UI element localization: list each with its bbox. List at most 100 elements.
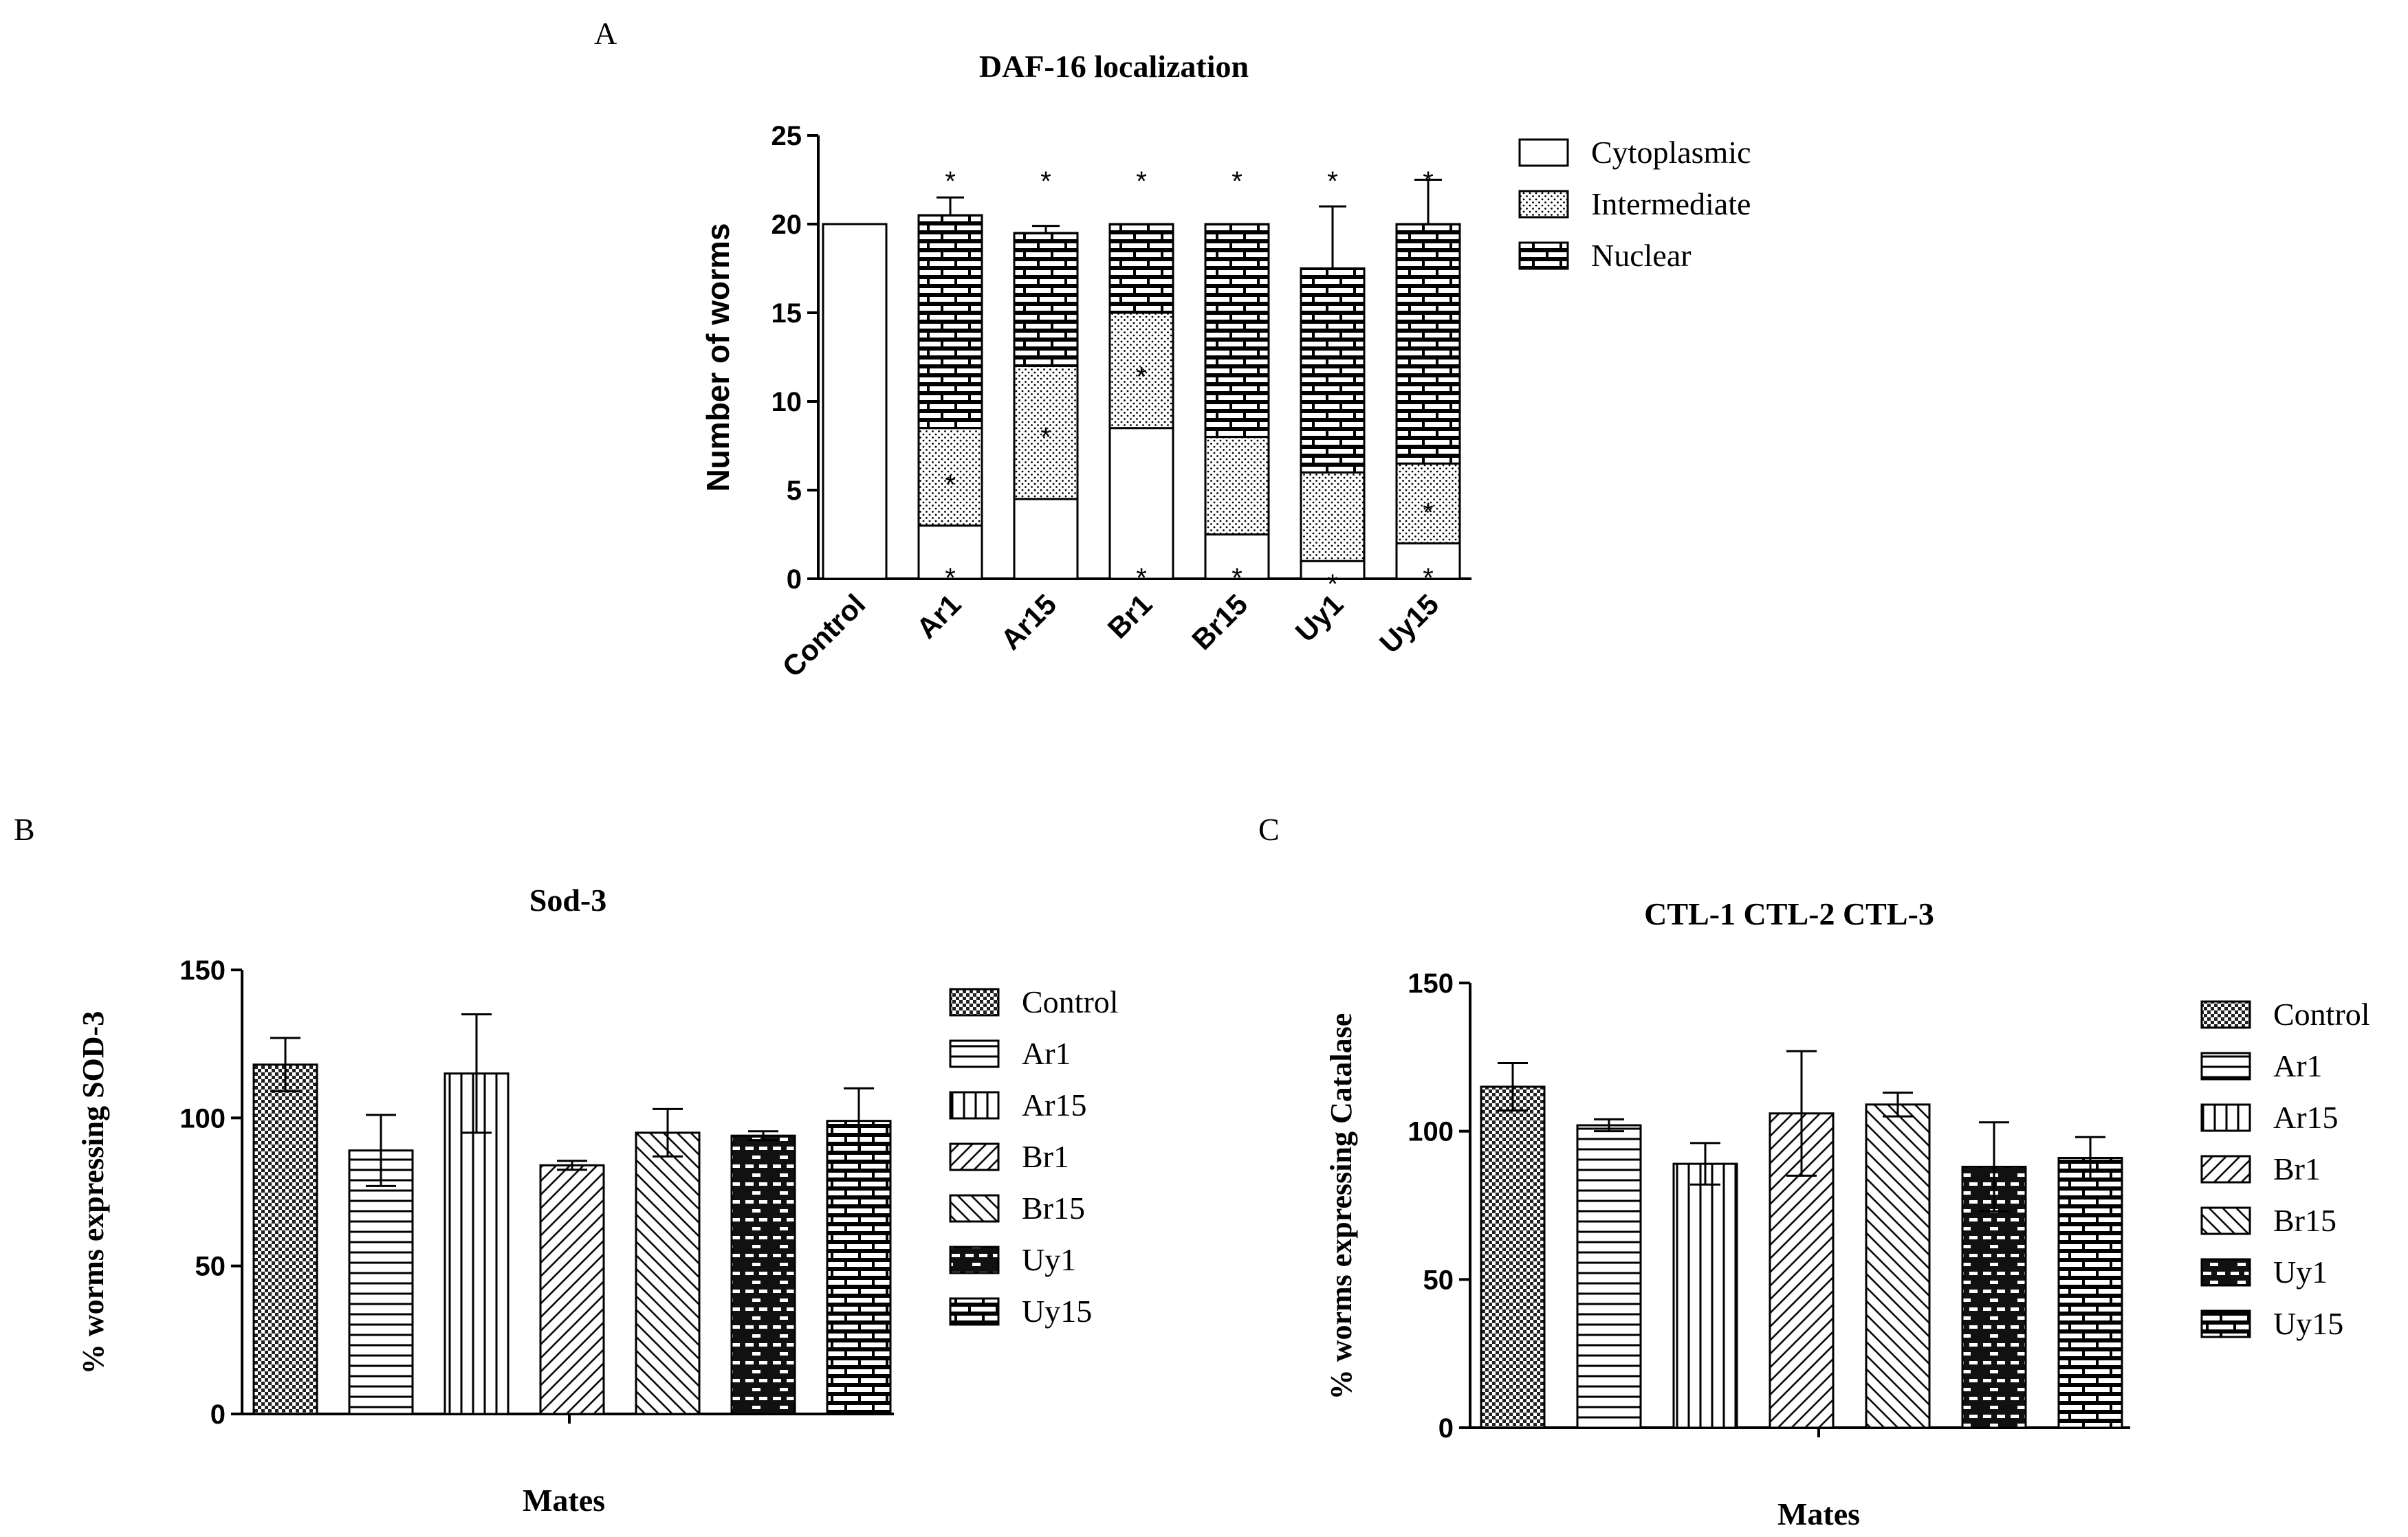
bar-ar15 (1672, 1162, 1738, 1429)
bar-intermediate-uy15 (1395, 462, 1461, 544)
bar-nuclear-br15 (1204, 223, 1270, 439)
x-tick-label: Ar1 (910, 588, 967, 645)
bar-nuclear-ar1 (917, 214, 983, 430)
chart-daf16-localization: 0 5 10 15 20 25 DAF-16 localization Number of w… (700, 49, 1751, 683)
significance-marker: * (1327, 569, 1338, 599)
chart-title: DAF-16 localization (979, 49, 1249, 84)
legend-swatch-nuclear (1518, 241, 1569, 270)
legend-label-ar1: Ar1 (1022, 1036, 1071, 1071)
x-axis-label: Mates (1777, 1496, 1860, 1532)
legend-label-intermediate: Intermediate (1591, 186, 1751, 221)
panel-letter-c: C (1258, 812, 1280, 847)
chart-title: Sod-3 (529, 883, 606, 918)
legend-swatch-control (2200, 1000, 2251, 1029)
legend-swatch-control (949, 988, 1000, 1017)
bar-nuclear-ar15 (1013, 232, 1079, 367)
legend-label-ar15: Ar15 (2273, 1100, 2339, 1135)
legend-label-nuclear: Nuclear (1591, 238, 1692, 273)
legend-label-uy15: Uy15 (1022, 1294, 1092, 1329)
legend-swatch-cytoplasmic (1518, 138, 1569, 167)
x-tick-label: Uy15 (1373, 588, 1445, 659)
bar-nuclear-uy15 (1395, 223, 1461, 465)
y-tick-label: 15 (771, 298, 802, 329)
legend-label-br15: Br15 (2273, 1203, 2336, 1238)
bar-br15 (635, 1131, 701, 1415)
legend-swatch-intermediate (1518, 190, 1569, 219)
legend-swatch-uy15 (949, 1297, 1000, 1326)
y-tick-label: 10 (771, 387, 802, 417)
significance-marker: * (1136, 166, 1147, 197)
y-tick-label: 20 (771, 210, 802, 240)
y-tick-label: 0 (210, 1400, 226, 1430)
bar-cytoplasmic-uy15 (1395, 542, 1461, 580)
significance-marker: * (1423, 166, 1434, 197)
bar-intermediate-br15 (1204, 436, 1270, 535)
bar-br1 (539, 1164, 605, 1415)
bar-uy1 (730, 1134, 796, 1415)
x-tick-label: Control (776, 588, 872, 683)
significance-marker: * (1423, 563, 1434, 593)
legend: Control Ar1 Ar15 Br1 Br15 Uy1 Uy15 (949, 984, 1119, 1329)
bar-ar1 (348, 1149, 414, 1415)
legend-label-uy15: Uy15 (2273, 1306, 2343, 1341)
y-tick-label: 100 (1408, 1117, 1454, 1147)
bar-control (1480, 1085, 1546, 1429)
legend-swatch-ar15 (949, 1091, 1000, 1120)
legend-swatch-br1 (949, 1142, 1000, 1171)
bar-nuclear-br1 (1108, 223, 1174, 314)
legend: Control Ar1 Ar15 Br1 Br15 Uy1 Uy15 (2200, 997, 2370, 1341)
legend-swatch-br15 (2200, 1206, 2251, 1235)
y-tick-label: 150 (1408, 969, 1454, 999)
significance-marker: * (945, 563, 956, 593)
bar-control (252, 1063, 318, 1415)
y-tick-label: 25 (771, 121, 802, 151)
bar-cytoplasmic-br1 (1108, 427, 1174, 580)
significance-marker: * (1423, 498, 1434, 528)
x-tick-label: Uy1 (1289, 588, 1350, 648)
legend-swatch-ar15 (2200, 1103, 2251, 1132)
bar-cytoplasmic-ar15 (1013, 498, 1079, 580)
legend-label-ar15: Ar15 (1022, 1087, 1087, 1123)
significance-marker: * (1040, 423, 1051, 453)
y-axis-label: % worms expressing SOD-3 (76, 1011, 110, 1374)
legend-swatch-br1 (2200, 1155, 2251, 1184)
bar-ar1 (1576, 1124, 1642, 1429)
legend-swatch-uy1 (949, 1246, 1000, 1274)
significance-marker: * (945, 166, 956, 197)
significance-marker: * (1136, 563, 1147, 593)
bar-uy15 (826, 1120, 892, 1415)
chart-title: CTL-1 CTL-2 CTL-3 (1644, 896, 1934, 931)
legend-label-cytoplasmic: Cytoplasmic (1591, 135, 1751, 170)
bar-nuclear-uy1 (1300, 267, 1366, 474)
legend-swatch-br15 (949, 1194, 1000, 1223)
significance-marker: * (1232, 166, 1243, 197)
legend-label-uy1: Uy1 (1022, 1242, 1076, 1277)
legend-swatch-ar1 (949, 1039, 1000, 1068)
x-axis-label: Mates (523, 1483, 605, 1518)
legend-label-br1: Br1 (1022, 1139, 1069, 1174)
bar-cytoplasmic-control (822, 223, 888, 580)
bar-uy15 (2057, 1156, 2123, 1429)
legend-swatch-ar1 (2200, 1052, 2251, 1081)
significance-marker: * (1232, 563, 1243, 593)
chart-sod3: 0 50 100 150 Sod-3 % worms expressing SOD-3 Ma… (76, 883, 1119, 1518)
legend-label-control: Control (1022, 984, 1119, 1019)
legend-swatch-uy15 (2200, 1309, 2251, 1338)
y-tick-label: 50 (1423, 1265, 1454, 1295)
significance-marker: * (1136, 362, 1147, 392)
y-tick-label: 100 (179, 1103, 226, 1134)
bar-br15 (1865, 1103, 1931, 1429)
y-axis-label: % worms expressing Catalase (1324, 1013, 1358, 1400)
legend-label-control: Control (2273, 997, 2370, 1032)
x-tick-label: Br15 (1185, 588, 1254, 656)
y-tick-label: 0 (787, 564, 802, 595)
panel-letter-b: B (14, 812, 35, 847)
x-tick-label: Ar15 (994, 588, 1062, 656)
legend-label-br15: Br15 (1022, 1191, 1085, 1226)
y-tick-label: 5 (787, 476, 802, 506)
legend-swatch-uy1 (2200, 1258, 2251, 1287)
x-tick-label: Br1 (1102, 588, 1159, 645)
legend-label-ar1: Ar1 (2273, 1048, 2323, 1083)
chart-catalase: 0 50 100 150 CTL-1 CTL-2 CTL-3 % worms expres… (1324, 896, 2370, 1532)
significance-marker: * (1327, 166, 1338, 197)
